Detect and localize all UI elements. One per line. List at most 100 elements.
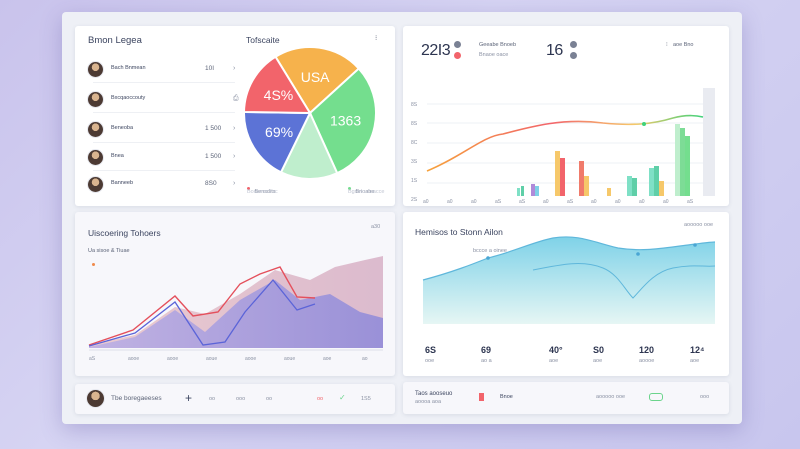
wave-card: Hemisos to Stonn Ailon bccce a oinee aoo… — [403, 212, 729, 376]
bottom-item-3[interactable]: oo — [266, 396, 273, 402]
y-tick-label: 8S — [411, 102, 418, 108]
bar[interactable] — [649, 168, 654, 196]
add-button[interactable]: + — [185, 391, 193, 405]
pie-slice[interactable] — [245, 110, 312, 174]
wave-stat-label: ooe — [425, 358, 435, 364]
bar[interactable] — [675, 124, 680, 196]
menu-icon[interactable]: ⁝ — [666, 42, 668, 48]
bottom-right-sub: aoooa aoa — [415, 399, 441, 405]
bottom-item-4[interactable]: oo — [317, 396, 324, 402]
row-action-icon[interactable]: ⎙ — [233, 95, 239, 102]
bar[interactable] — [531, 184, 535, 196]
toggle-icon[interactable] — [454, 41, 461, 48]
scroll-panel[interactable] — [703, 88, 715, 196]
wave-stat-label: aoe — [593, 358, 603, 364]
person-value: 1 500 — [205, 125, 222, 132]
bar[interactable] — [659, 181, 664, 196]
row-divider — [93, 112, 235, 113]
legend-swatch — [348, 187, 351, 191]
wave-stat-value: S0 — [593, 345, 605, 355]
x-tick-label: aooe — [128, 356, 139, 362]
person-name: Bxcqaoccouty — [111, 95, 146, 101]
pie-title: Tofscaite — [246, 35, 280, 45]
wave-point[interactable] — [486, 256, 490, 260]
stat-value-1: 22I3 — [421, 42, 451, 59]
bottom-right-mid: Bnoe — [500, 394, 513, 400]
x-tick-label: aooe — [167, 356, 178, 362]
row-action-icon[interactable]: › — [233, 180, 236, 187]
bar[interactable] — [632, 178, 637, 196]
bar[interactable] — [521, 186, 524, 196]
bar[interactable] — [560, 158, 565, 196]
bar[interactable] — [555, 151, 560, 196]
wave-point[interactable] — [693, 243, 697, 247]
area-chart: aS aooe aooe aoue aooe aoue aoe ao — [88, 256, 383, 362]
legend-label: Bnoabe — [355, 189, 375, 195]
row-action-icon[interactable]: › — [233, 65, 236, 72]
pie-slice[interactable] — [245, 55, 312, 115]
toggle-icon[interactable] — [570, 41, 577, 48]
x-tick-label: a0 — [591, 199, 597, 205]
bottom-left-bar: Tbe boregaeeses + oo ooo oo oo ✓ 1S5 — [75, 384, 395, 414]
bottom-item-2[interactable]: ooo — [236, 396, 246, 402]
avatar[interactable] — [88, 177, 103, 192]
avatar[interactable] — [88, 92, 103, 107]
y-tick-label: 8C — [411, 140, 418, 146]
pie-legend-sub2: Bgnelo doacce — [348, 189, 385, 195]
row-divider — [93, 82, 235, 83]
line-point[interactable] — [642, 122, 646, 126]
person-value: 1 500 — [205, 153, 222, 160]
person-name: Banneeb — [111, 180, 134, 186]
bar[interactable] — [607, 188, 611, 196]
bar[interactable] — [535, 186, 539, 196]
trend-line — [426, 114, 704, 172]
row-divider — [93, 142, 235, 143]
wave-stat-value: 120 — [639, 345, 655, 355]
area-menu[interactable]: a30 — [371, 224, 381, 230]
bar[interactable] — [685, 136, 690, 196]
wave-stat-value: 12⁴ — [690, 345, 705, 355]
bottom-right-label: Taos aooseuo — [415, 391, 453, 397]
wave-menu[interactable]: aooooo ooe — [684, 222, 714, 228]
pie-panel: Tofscaite ⁝ USA 1363 69% 4S% Bensdits Bnoab… — [245, 26, 395, 206]
bar[interactable] — [517, 188, 520, 196]
dashboard-frame: Bmon Legea Bach Bnmean 10I › Bxcqaoccouty ⎙ B… — [62, 12, 742, 424]
bar[interactable] — [654, 166, 659, 196]
bar[interactable] — [579, 161, 584, 196]
wave-title: Hemisos to Stonn Ailon — [415, 227, 503, 237]
avatar[interactable] — [88, 150, 103, 165]
pie-slice[interactable] — [274, 46, 361, 115]
pie-menu-icon[interactable]: ⁝ — [375, 35, 378, 42]
area-series-front — [89, 280, 383, 348]
person-name: Beneoba — [111, 125, 134, 131]
y-tick-label: 3S — [411, 159, 418, 165]
row-action-icon[interactable]: › — [233, 153, 236, 160]
bottom-item-1[interactable]: oo — [209, 396, 216, 402]
wave-line-secondary — [532, 263, 716, 299]
toggle-icon[interactable] — [649, 393, 663, 401]
avatar[interactable] — [88, 62, 103, 77]
person-value: 8S0 — [205, 180, 217, 187]
pie-slice[interactable] — [279, 110, 339, 180]
bar[interactable] — [627, 176, 632, 196]
y-tick-label: 2S — [411, 197, 418, 203]
stat-value-2: 16 — [546, 42, 563, 59]
stat-label-2: Bnaoe oace — [479, 52, 509, 58]
bar[interactable] — [584, 176, 589, 196]
avatar[interactable] — [87, 390, 104, 407]
area-title: Uiscoering Tohoers — [88, 228, 161, 238]
row-action-icon[interactable]: › — [233, 125, 236, 132]
toggle-icon[interactable] — [570, 52, 577, 59]
pie-slice[interactable] — [308, 67, 377, 175]
wave-point[interactable] — [636, 252, 640, 256]
legend-dot-icon — [92, 263, 95, 266]
avatar[interactable] — [88, 122, 103, 137]
x-tick-label: aS — [567, 199, 574, 205]
x-tick-label: aooe — [245, 356, 256, 362]
bottom-left-label: Tbe boregaeeses — [111, 395, 162, 402]
bar[interactable] — [680, 128, 685, 196]
x-tick-label: aS — [519, 199, 526, 205]
x-tick-label: aoe — [323, 356, 332, 362]
wave-subtitle: bccce a oinee — [473, 248, 507, 254]
wave-area — [423, 236, 715, 324]
